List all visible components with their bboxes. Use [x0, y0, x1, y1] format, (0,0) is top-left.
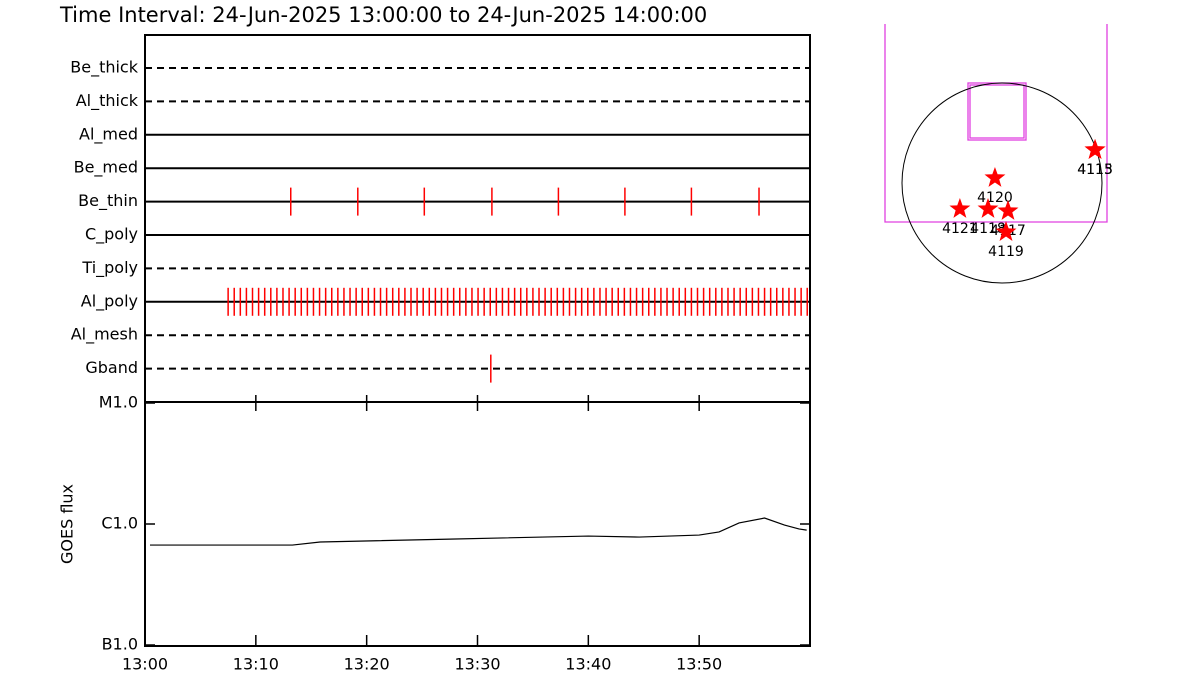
x-tick-label: 13:10 — [233, 655, 279, 674]
row-label: Be_thin — [78, 191, 138, 211]
goes-curve — [149, 517, 807, 546]
solar-disk — [901, 82, 1103, 284]
region-label: 4115 — [1077, 162, 1113, 178]
row-label: C_poly — [85, 225, 138, 245]
x-tick-label: 13:00 — [122, 655, 168, 674]
x-tick-label: 13:50 — [676, 655, 722, 674]
active-region — [995, 221, 1017, 241]
active-region — [997, 200, 1019, 220]
region-label: 4121 — [942, 221, 978, 237]
region-label: 4113 — [1077, 162, 1113, 178]
row-label: Al_med — [79, 124, 138, 144]
y-tick-label: M1.0 — [99, 393, 138, 412]
x-tick-label: 13:40 — [565, 655, 611, 674]
row-label: Al_poly — [81, 291, 138, 311]
frame — [144, 34, 811, 647]
row-label: Be_thick — [70, 58, 138, 78]
active-region — [977, 198, 999, 218]
row-label: Al_thick — [76, 91, 139, 111]
y-tick-label: B1.0 — [102, 635, 138, 654]
region-label: 4120 — [977, 190, 1013, 206]
y-tick-label: C1.0 — [101, 514, 138, 533]
active-region — [1084, 138, 1106, 159]
active-region — [984, 166, 1006, 187]
x-tick-label: 13:20 — [344, 655, 390, 674]
row-label: Gband — [85, 358, 138, 377]
row-label: Al_mesh — [71, 325, 138, 345]
y-axis-label: GOES flux — [58, 484, 77, 564]
row-label: Be_med — [74, 158, 138, 178]
row-label: Ti_poly — [81, 258, 138, 278]
region-label: 4118 — [970, 221, 1006, 237]
fov-inner — [969, 84, 1025, 139]
active-region — [949, 198, 971, 218]
x-tick-label: 13:30 — [454, 655, 500, 674]
region-label: 4119 — [988, 244, 1024, 260]
fov-outer — [884, 24, 1108, 223]
title: Time Interval: 24-Jun-2025 13:00:00 to 2… — [59, 3, 707, 27]
